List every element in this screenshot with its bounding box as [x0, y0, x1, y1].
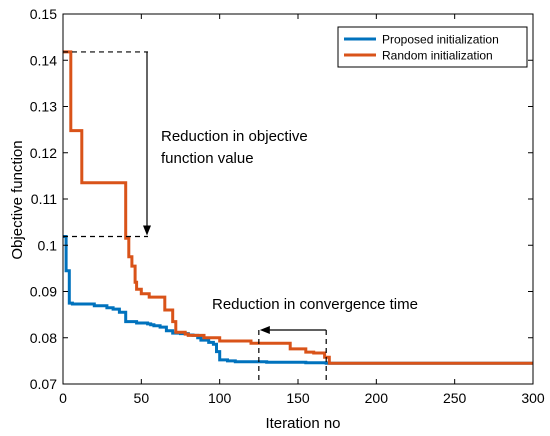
- x-tick-label: 250: [443, 390, 467, 406]
- legend-box: [337, 26, 528, 68]
- x-tick-label: 200: [365, 390, 389, 406]
- annotations-layer: Reduction in objective function value Redu…: [63, 51, 418, 384]
- y-tick-label: 0.15: [30, 6, 57, 22]
- legend-label-2: Random initialization: [382, 49, 493, 63]
- annotation-text-convergence: Reduction in convergence time: [212, 296, 418, 313]
- x-axis-label: Iteration no: [265, 415, 340, 432]
- annotation-arrow-horizontal-head: [259, 326, 270, 334]
- y-axis-label: Objective function: [9, 140, 26, 259]
- x-tick-label: 300: [521, 390, 545, 406]
- x-tick-label: 50: [134, 390, 150, 406]
- y-tick-label: 0.08: [30, 330, 57, 346]
- y-tick-label: 0.13: [30, 99, 57, 115]
- series-line-1: [63, 235, 533, 365]
- x-tick-label: 150: [286, 390, 310, 406]
- annotation-text-objective-line-1: Reduction in objective: [161, 128, 308, 145]
- x-tick-label: 100: [208, 390, 232, 406]
- annotation-arrow-vertical-head: [143, 225, 151, 236]
- series-line-2: [63, 50, 533, 365]
- y-tick-label: 0.07: [30, 376, 57, 392]
- y-tick-label: 0.1: [38, 237, 58, 253]
- plot-area: [63, 50, 533, 365]
- y-tick-label: 0.11: [31, 191, 57, 207]
- y-tick-label: 0.14: [30, 52, 57, 68]
- annotation-text-objective-line-2: function value: [161, 150, 254, 167]
- x-tick-label: 0: [59, 390, 67, 406]
- legend-label-1: Proposed initialization: [382, 33, 499, 47]
- y-tick-label: 0.12: [30, 145, 57, 161]
- y-tick-label: 0.09: [30, 284, 57, 300]
- legend: Proposed initialization Random initializa…: [337, 26, 528, 68]
- axes-layer: 0 50 100 150 200 250 300 0.07 0.08 0.09 0.1 0.11 0.1…: [30, 6, 545, 406]
